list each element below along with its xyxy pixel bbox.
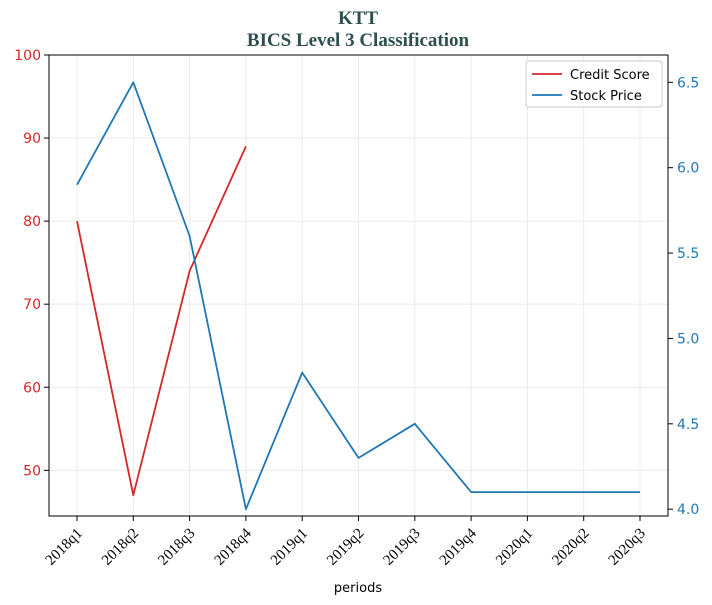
grid [49,54,668,516]
left-tick-label: 90 [23,131,41,147]
left-tick-label: 70 [23,297,41,313]
legend-label: Stock Price [570,89,642,104]
right-tick-label: 6.5 [677,75,699,91]
right-tick-label: 6.0 [677,161,699,177]
x-axis: 2018q1 2018q2 2018q3 2018q4 2019q1 2019q2 2019… [43,516,649,569]
left-tick-label: 100 [14,48,41,64]
right-tick-label: 4.5 [677,417,699,433]
right-tick-label: 5.5 [677,246,699,262]
x-tick-label: 2020q2 [549,526,592,569]
chart-subtitle: BICS Level 3 Classification [247,30,470,51]
x-tick-label: 2020q3 [606,526,649,569]
x-tick-label: 2020q1 [493,526,536,569]
x-tick-label: 2019q1 [268,526,311,569]
x-tick-label: 2019q2 [324,526,367,569]
x-tick-label: 2018q3 [155,526,198,569]
legend: Credit Score Stock Price [525,60,663,108]
x-tick-label: 2018q1 [43,526,86,569]
right-axis: 4.0 4.5 5.0 5.5 6.0 6.5 [668,75,699,518]
x-tick-label: 2018q2 [99,526,142,569]
right-tick-label: 5.0 [677,331,699,347]
x-axis-label: periods [334,581,382,596]
legend-label: Credit Score [570,68,650,83]
x-tick-label: 2018q4 [212,525,255,568]
left-tick-label: 80 [23,214,41,230]
series-layer [76,81,640,511]
left-tick-label: 50 [23,463,41,479]
right-tick-label: 4.0 [677,502,699,518]
x-tick-label: 2019q3 [380,526,423,569]
left-axis: 50 60 70 80 90 100 [14,48,49,479]
x-tick-label: 2019q4 [437,525,480,568]
chart-title: KTT [338,8,378,29]
series-line-stock-price [76,81,640,511]
series-line-credit-score [76,146,247,497]
left-tick-label: 60 [23,380,41,396]
